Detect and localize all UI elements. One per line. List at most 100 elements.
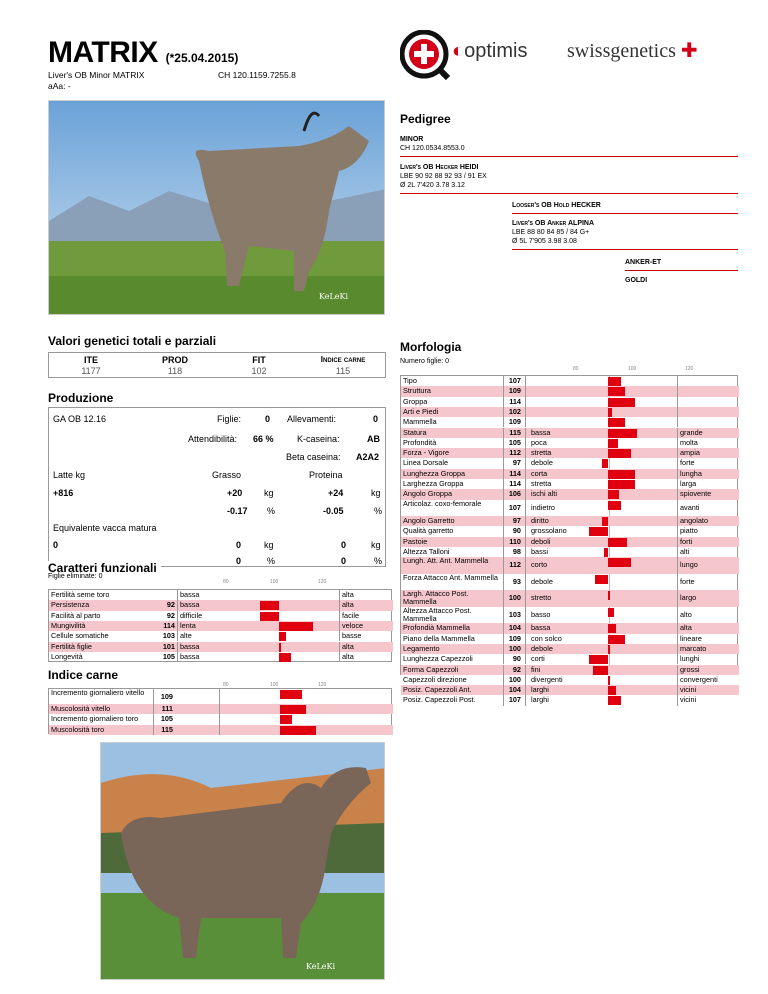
sire-name: MINOR xyxy=(400,136,424,143)
bar-cell xyxy=(525,590,673,607)
trait-value: 110 xyxy=(503,536,523,547)
value-bar xyxy=(608,418,626,428)
high-label: alta xyxy=(339,590,391,601)
evm-latte: 0 xyxy=(53,540,59,550)
high-label: lungo xyxy=(677,557,737,574)
trait-label: Larghezza Groppa xyxy=(403,479,464,488)
aaa-code: aAa: - xyxy=(48,81,71,91)
dam-production: Ø 2L 7'420 3.78 3.12 xyxy=(400,182,465,189)
low-label xyxy=(531,397,591,407)
birth-date: (*25.04.2015) xyxy=(165,51,239,65)
proteina-pct: -0.05 xyxy=(323,506,344,516)
prod-value: 118 xyxy=(167,366,183,376)
table-row: Mungivilità 114 lenta veloce xyxy=(49,620,393,632)
trait-value: 100 xyxy=(503,674,523,686)
trait-label: Posiz. Capezzoli Ant. xyxy=(403,685,472,695)
trait-label: Articolaz. coxo-femorale xyxy=(403,499,482,508)
trait-label: Muscolosità toro xyxy=(51,724,105,734)
latte-value: +816 xyxy=(53,488,74,498)
pedigree-divider xyxy=(512,249,738,250)
trait-value xyxy=(153,590,175,600)
value-bar xyxy=(608,500,622,510)
table-row: Struttura 109 xyxy=(401,386,739,397)
evm-proteina-kg: 0 xyxy=(341,540,347,550)
table-row: Posiz. Capezzoli Ant. 104 larghi vicini xyxy=(401,685,739,696)
mgd-sire-name: ANKER-ET xyxy=(625,259,662,266)
value-bar xyxy=(608,407,612,417)
bar-cell xyxy=(219,642,339,652)
bar-cell xyxy=(525,526,673,537)
pedigree-title: Pedigree xyxy=(400,112,451,126)
proteina-kg: +24 xyxy=(328,488,344,498)
cow-photo-bottom: KeLeKi xyxy=(100,742,385,980)
trait-label: Pastoie xyxy=(403,536,428,546)
low-label: stretta xyxy=(531,448,552,458)
trait-value: 115 xyxy=(153,724,175,735)
trait-label: Persistenza xyxy=(51,600,90,610)
value-bar xyxy=(589,655,608,665)
low-label: lenta xyxy=(177,620,257,632)
table-row: Longevità 105 bassa alta xyxy=(49,651,393,663)
pedigree-divider xyxy=(625,270,738,271)
valori-box: ITE 1177 PROD 118 FIT 102 Indice carne 1… xyxy=(48,352,386,378)
trait-value: 102 xyxy=(503,406,523,418)
high-label: grossi xyxy=(677,664,737,675)
value-bar xyxy=(608,624,616,634)
bar-cell xyxy=(525,376,673,387)
value-bar xyxy=(608,686,616,696)
table-row: Posiz. Capezzoli Post. 107 larghi vicini xyxy=(401,695,739,706)
trait-label: Capezzoli direzione xyxy=(403,674,467,684)
value-bar xyxy=(589,527,608,537)
low-label: bassa xyxy=(177,641,257,652)
table-row: Persistenza 92 bassa alta xyxy=(49,600,393,611)
carne-label: Indice carne xyxy=(320,355,366,364)
table-row: Arti e Piedi 102 xyxy=(401,406,739,418)
trait-value: 103 xyxy=(503,606,523,624)
kg-unit: kg xyxy=(264,540,274,550)
trait-label: Facilità al parto xyxy=(51,610,101,620)
table-row: Incremento giornaliero vitello 109 xyxy=(49,689,393,704)
trait-label: Struttura xyxy=(403,386,431,396)
trait-label: Fertilità figlie xyxy=(51,641,92,651)
trait-label: Mungivilità xyxy=(51,620,86,630)
value-bar xyxy=(280,725,316,735)
high-label: forti xyxy=(677,536,737,547)
value-bar xyxy=(608,607,614,617)
trait-value: 107 xyxy=(503,499,523,517)
bar-cell xyxy=(525,547,673,558)
value-bar xyxy=(608,591,610,601)
bar-cell xyxy=(525,573,673,591)
high-label xyxy=(677,396,737,407)
trait-value: 112 xyxy=(503,448,523,459)
table-row: Larghezza Groppa 114 stretta larga xyxy=(401,479,739,490)
trait-label: Incremento giornaliero vitello xyxy=(51,689,145,697)
evm-grasso-pct: 0 xyxy=(236,556,242,566)
low-label: stretta xyxy=(531,479,552,488)
value-bar xyxy=(259,601,279,611)
trait-label: Altezza Talloni xyxy=(403,547,450,556)
low-label: debole xyxy=(531,576,553,586)
table-row: Groppa 114 xyxy=(401,396,739,407)
table-row: Largh. Attacco Post. Mammella 100 stretto l… xyxy=(401,590,739,607)
allev-label: Allevamenti: xyxy=(287,414,337,424)
trait-label: Lunghezza Capezzoli xyxy=(403,654,473,664)
scale-tick: 100 xyxy=(270,579,279,585)
scale-tick: 100 xyxy=(270,682,279,688)
mgd-lbe: LBE 88 80 84 85 / 84 G+ xyxy=(512,229,590,236)
low-label: corto xyxy=(531,560,548,570)
grasso-label: Grasso xyxy=(212,470,242,480)
low-label xyxy=(531,407,591,417)
trait-value: 114 xyxy=(163,620,175,630)
bar-cell xyxy=(525,468,673,479)
high-label: ampia xyxy=(677,448,737,459)
high-label xyxy=(677,386,737,397)
trait-value: 93 xyxy=(503,573,523,591)
value-bar xyxy=(604,548,608,557)
kcas-label: K-caseina: xyxy=(297,434,340,444)
funzionali-scale: 80 100 120 xyxy=(48,579,392,591)
table-row: Pastoie 110 deboli forti xyxy=(401,536,739,547)
trait-value: 114 xyxy=(503,479,523,490)
bar-cell xyxy=(525,674,673,686)
table-row: Linea Dorsale 97 debole forte xyxy=(401,458,739,469)
carne-scale: 80 100 120 xyxy=(48,674,392,688)
